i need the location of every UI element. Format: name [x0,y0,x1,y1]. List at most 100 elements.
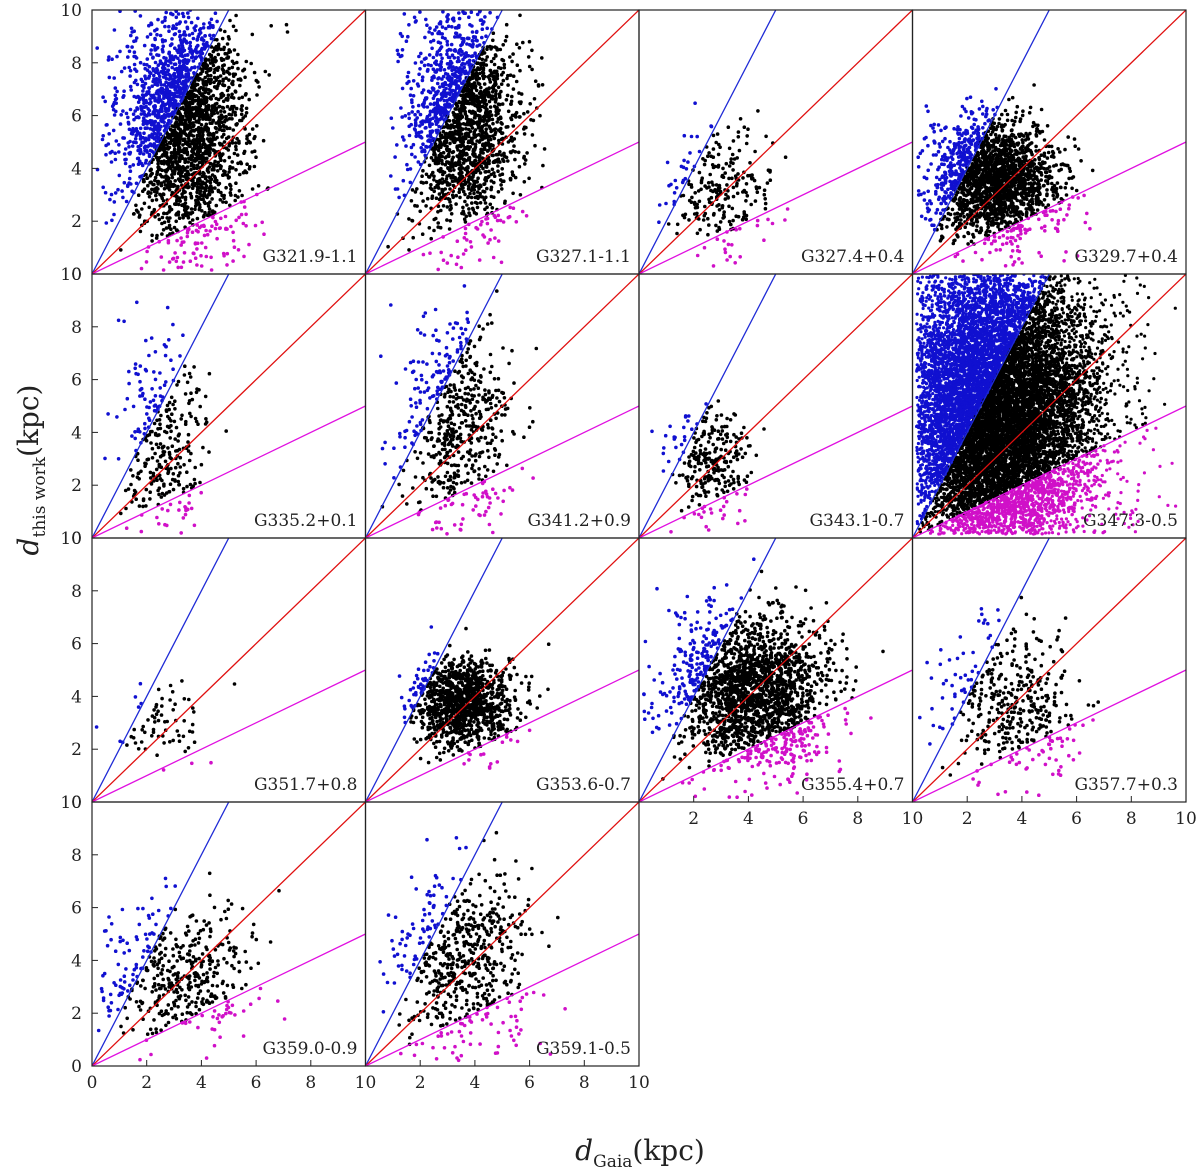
data-point [429,40,433,44]
data-point [500,179,505,184]
data-point [518,68,522,73]
data-point [673,178,678,183]
data-point [179,70,183,74]
data-point [735,191,740,196]
data-point [724,192,728,197]
data-point [147,64,152,69]
data-point [439,151,443,156]
data-point [397,195,401,200]
data-point [186,228,190,233]
data-point [168,75,173,79]
data-point [527,176,531,181]
data-point [989,132,993,137]
data-point [128,84,133,89]
data-point [165,142,169,147]
data-point [465,238,469,242]
data-point [494,89,498,93]
data-point [445,218,449,222]
data-point [146,183,150,188]
data-point [462,11,466,15]
data-point [514,220,519,224]
data-point [450,72,455,77]
data-point [131,129,136,134]
data-point [436,221,441,225]
data-point [407,217,411,221]
data-point [522,154,526,159]
data-point [726,196,730,200]
data-point [200,174,205,179]
data-point [152,182,156,187]
data-point [442,112,447,117]
data-point [220,135,224,139]
data-point [181,11,185,16]
data-point [471,92,476,96]
data-point [205,179,210,183]
data-point [186,73,190,77]
data-point [421,104,426,108]
data-point [227,170,231,174]
data-point [463,112,468,116]
data-point [729,157,733,161]
data-point [224,185,228,190]
data-point [121,195,125,200]
data-point [477,258,482,262]
data-point [218,74,223,78]
data-point [472,191,476,196]
data-point [132,212,136,216]
data-point [188,91,192,96]
data-point [980,257,984,262]
data-point [469,84,474,89]
data-point [459,53,463,57]
data-point [463,231,468,236]
data-point [285,30,290,34]
data-point [112,212,116,217]
data-point [487,110,491,115]
data-point [234,28,238,33]
data-point [490,206,495,210]
data-point [707,197,711,202]
data-point [439,250,444,255]
data-point [112,100,117,105]
data-point [187,185,191,189]
data-point [471,35,476,40]
data-point [460,153,465,158]
data-point [109,160,114,164]
data-point [148,32,153,36]
data-point [167,145,172,150]
data-point [187,144,191,148]
data-point [239,118,244,123]
data-point [225,56,229,60]
data-point [486,138,491,142]
data-point [231,259,235,263]
data-point [201,26,206,30]
data-point [211,209,215,213]
data-point [470,30,475,34]
data-point [445,19,449,24]
data-point [422,63,427,68]
data-point [755,223,760,228]
data-point [163,15,167,20]
data-point [161,146,165,150]
data-point [224,76,228,80]
data-point [480,70,485,75]
data-point [460,150,465,154]
data-point [189,20,194,25]
data-point [454,178,459,182]
data-point [232,48,237,52]
data-point [467,43,472,47]
data-point [722,210,726,214]
data-point [181,178,185,183]
data-point [489,113,494,117]
data-point [202,200,207,204]
data-point [709,124,713,128]
data-point [175,199,179,203]
data-point [971,223,975,227]
data-point [180,203,184,207]
data-point [783,155,788,159]
data-point [177,85,182,90]
data-point [173,202,177,206]
data-point [455,123,460,127]
data-point [768,170,772,174]
data-point [138,131,142,136]
